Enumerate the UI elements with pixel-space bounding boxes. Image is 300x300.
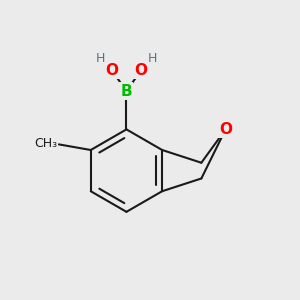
Text: B: B [121,84,132,99]
Text: CH₃: CH₃ [34,137,57,150]
Text: O: O [106,63,118,78]
Text: O: O [134,63,147,78]
Text: O: O [219,122,232,137]
Text: H: H [96,52,106,65]
Text: H: H [147,52,157,65]
